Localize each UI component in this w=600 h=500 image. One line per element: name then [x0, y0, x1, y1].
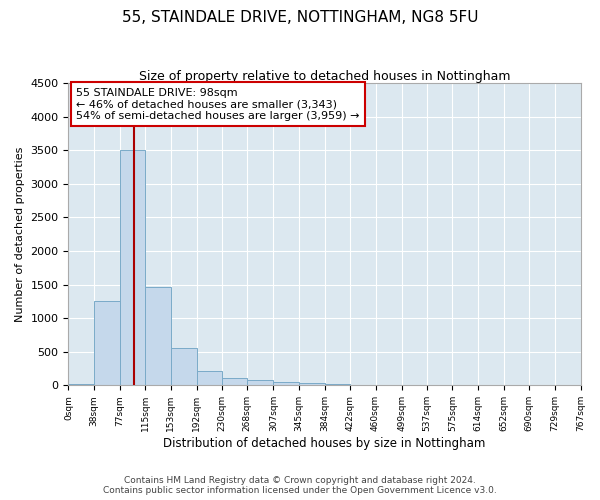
X-axis label: Distribution of detached houses by size in Nottingham: Distribution of detached houses by size … [163, 437, 485, 450]
Bar [299, 383, 325, 386]
Text: 55, STAINDALE DRIVE, NOTTINGHAM, NG8 5FU: 55, STAINDALE DRIVE, NOTTINGHAM, NG8 5FU [122, 10, 478, 25]
Bar [94, 302, 120, 386]
Bar [197, 371, 222, 386]
Bar [222, 378, 247, 386]
Bar [68, 384, 94, 386]
Bar [274, 382, 299, 386]
Bar [145, 288, 170, 386]
Text: Contains HM Land Registry data © Crown copyright and database right 2024.
Contai: Contains HM Land Registry data © Crown c… [103, 476, 497, 495]
Bar [247, 380, 274, 386]
Y-axis label: Number of detached properties: Number of detached properties [15, 146, 25, 322]
Bar [120, 150, 145, 386]
Text: 55 STAINDALE DRIVE: 98sqm
← 46% of detached houses are smaller (3,343)
54% of se: 55 STAINDALE DRIVE: 98sqm ← 46% of detac… [76, 88, 359, 120]
Bar [325, 384, 350, 386]
Title: Size of property relative to detached houses in Nottingham: Size of property relative to detached ho… [139, 70, 510, 83]
Bar [170, 348, 197, 386]
